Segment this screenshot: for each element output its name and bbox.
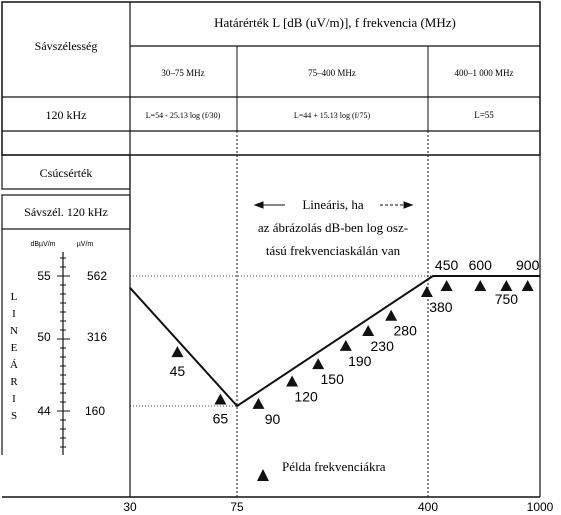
- left-panel: [1, 154, 131, 455]
- uv-tick-160: 160: [85, 404, 105, 418]
- band-formula-1: L=54 - 25.13 log (f/30): [146, 111, 221, 120]
- marker-label-190: 190: [348, 353, 372, 369]
- arrow-right-head: [403, 201, 414, 209]
- arrow-left-head: [253, 201, 264, 209]
- marker-label-45: 45: [170, 363, 186, 379]
- scale-ticks: [57, 257, 70, 448]
- marker-triangle-900: [521, 280, 534, 291]
- scale-axis: [57, 252, 70, 455]
- vertical-letter: E: [11, 342, 18, 354]
- marker-label-280: 280: [394, 323, 418, 339]
- marker-triangle-230: [362, 324, 375, 336]
- uv-tick-562: 562: [87, 269, 107, 283]
- band-formula-3: L=55: [474, 110, 494, 120]
- marker-label-150: 150: [321, 371, 345, 387]
- x-tick-30: 30: [123, 500, 137, 514]
- marker-triangle-750: [500, 280, 513, 291]
- bandwidth-label: Sávszélesség: [35, 39, 98, 53]
- marker-triangle-65: [214, 393, 227, 405]
- x-tick-1000: 1000: [527, 500, 554, 514]
- header-title: Határérték L [dB (uV/m)], f frekvencia (…: [214, 15, 456, 30]
- marker-label-230: 230: [371, 338, 395, 354]
- db-tick-55: 55: [37, 269, 51, 283]
- marker-label-600: 600: [469, 257, 493, 273]
- vertical-letter: N: [10, 325, 18, 337]
- marker-triangle-280: [385, 309, 398, 321]
- marker-label-65: 65: [213, 411, 229, 427]
- vertical-letter: Á: [10, 359, 18, 371]
- linear-note-line1: Lineáris, ha: [302, 197, 364, 212]
- x-tick-400: 400: [418, 500, 438, 514]
- plot-frame: [2, 131, 541, 498]
- legend-marker-triangle: [257, 469, 269, 481]
- linear-note-line2: az ábrázolás dB-ben log osz-: [258, 220, 408, 235]
- marker-triangle-190: [339, 339, 352, 351]
- linear-note-arrows: [253, 201, 414, 209]
- vertical-letter: R: [10, 376, 18, 388]
- bandwidth-value: 120 kHz: [46, 108, 87, 122]
- db-tick-44: 44: [37, 404, 51, 418]
- marker-triangle-90: [252, 397, 265, 409]
- marker-label-900: 900: [516, 257, 540, 273]
- unit-uv: µV/m: [77, 241, 94, 248]
- vertical-letter: L: [11, 291, 18, 303]
- marker-label-380: 380: [429, 299, 453, 315]
- marker-triangle-120: [286, 375, 299, 387]
- marker-triangle-380: [420, 285, 433, 297]
- marker-label-120: 120: [294, 389, 318, 405]
- uv-tick-316: 316: [87, 330, 107, 344]
- peak-bw-label: Sávszél. 120 kHz: [24, 205, 108, 219]
- vertical-letter: I: [12, 393, 16, 405]
- band-formula-2: L=44 + 15.13 log (f/75): [294, 111, 371, 120]
- marker-label-450: 450: [435, 257, 459, 273]
- marker-triangle-45: [171, 346, 184, 358]
- peak-label: Csúcsérték: [40, 166, 93, 180]
- marker-label-750: 750: [495, 291, 519, 307]
- band-range-2: 75–400 MHz: [308, 68, 356, 78]
- example-label: Példa frekvenciákra: [282, 459, 386, 474]
- x-tick-75: 75: [230, 500, 244, 514]
- header-table: [1, 1, 541, 156]
- db-tick-50: 50: [37, 330, 51, 344]
- vertical-letter: S: [11, 410, 17, 422]
- linear-note-line3: tású frekvenciaskálán van: [266, 243, 401, 258]
- marker-triangle-600: [474, 280, 487, 291]
- vertical-letter: I: [12, 308, 16, 320]
- marker-triangle-150: [312, 358, 325, 370]
- unit-db: dBµV/m: [30, 241, 55, 248]
- band-range-1: 30–75 MHz: [161, 68, 204, 78]
- limit-line: [129, 275, 540, 408]
- band-range-3: 400–1 000 MHz: [455, 68, 514, 78]
- table-border: [1, 1, 541, 156]
- marker-triangle-450: [440, 280, 453, 291]
- marker-label-90: 90: [265, 411, 281, 427]
